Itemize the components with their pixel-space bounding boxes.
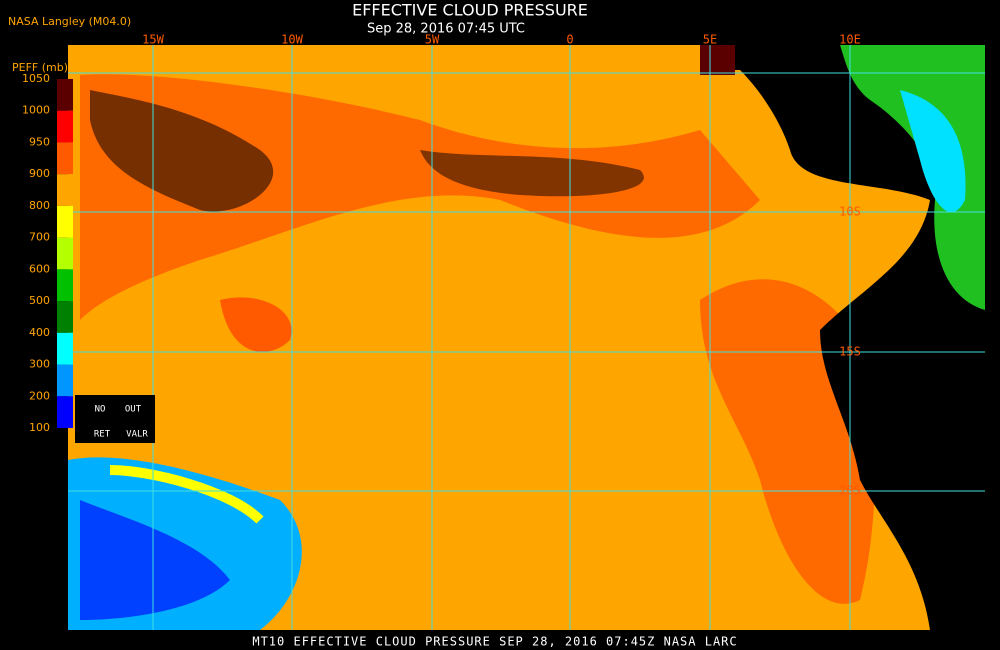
legend-swatch bbox=[57, 332, 73, 365]
legend-swatch bbox=[57, 396, 73, 428]
timestamp: Sep 28, 2016 07:45 UTC bbox=[367, 22, 525, 37]
legend-swatch bbox=[57, 110, 73, 143]
legend-swatch bbox=[57, 269, 73, 302]
legend-tick-label: 100 bbox=[29, 421, 50, 434]
high-cloud bbox=[80, 500, 230, 620]
legend-note: RET bbox=[94, 430, 111, 440]
land-cloud bbox=[900, 90, 966, 213]
legend-tick-label: 200 bbox=[29, 389, 50, 402]
graticule bbox=[68, 45, 985, 630]
longitude-label: 15W bbox=[142, 33, 164, 47]
source: NASA Langley (M04.0) bbox=[8, 15, 131, 28]
legend-swatch bbox=[57, 79, 73, 111]
low-cloud bbox=[700, 45, 735, 75]
legend-tick-label: 800 bbox=[29, 199, 50, 212]
longitude-label: 0 bbox=[566, 33, 573, 47]
legend-tick-label: 700 bbox=[29, 231, 50, 244]
cloud-gap bbox=[420, 150, 644, 197]
imagery bbox=[68, 45, 985, 630]
legend-note: VALR bbox=[126, 430, 148, 440]
legend-tick-label: 900 bbox=[29, 167, 50, 180]
land bbox=[700, 45, 985, 630]
longitude-label: 5E bbox=[703, 33, 717, 47]
legend-note: NO bbox=[95, 405, 106, 415]
longitude-label: 10E bbox=[839, 33, 861, 47]
cloud-gap bbox=[90, 90, 274, 212]
legend-swatch bbox=[57, 301, 73, 333]
legend-tick-label: 600 bbox=[29, 262, 50, 275]
legend-tick-label: 500 bbox=[29, 294, 50, 307]
legend-tick-label: 1050 bbox=[22, 72, 50, 85]
title: EFFECTIVE CLOUD PRESSURE bbox=[352, 1, 588, 20]
legend-swatch bbox=[57, 237, 73, 270]
mid-cloud bbox=[109, 465, 264, 524]
legend-tick-label: 300 bbox=[29, 358, 50, 371]
cloud-region bbox=[220, 297, 292, 352]
longitude-label: 10W bbox=[281, 33, 303, 47]
legend-note: OUT bbox=[125, 405, 142, 415]
land-cloud bbox=[840, 45, 985, 310]
legend-tick-label: 400 bbox=[29, 326, 50, 339]
legend-swatch bbox=[57, 205, 73, 238]
footer: MT10 EFFECTIVE CLOUD PRESSURE SEP 28, 20… bbox=[252, 635, 737, 649]
latitude-label: 15S bbox=[839, 345, 861, 359]
legend-tick-label: 950 bbox=[29, 135, 50, 148]
legend-swatch bbox=[57, 364, 73, 397]
cloud-region bbox=[80, 74, 760, 320]
legend-swatch bbox=[57, 142, 73, 175]
latitude-label: 10S bbox=[839, 205, 861, 219]
legend-swatch bbox=[57, 174, 73, 206]
legend-title: PEFF (mb) bbox=[12, 61, 68, 74]
no-data-box bbox=[75, 395, 155, 443]
latitude-label: 20S bbox=[839, 484, 861, 498]
longitude-label: 5W bbox=[425, 33, 440, 47]
legend-tick-label: 1000 bbox=[22, 104, 50, 117]
